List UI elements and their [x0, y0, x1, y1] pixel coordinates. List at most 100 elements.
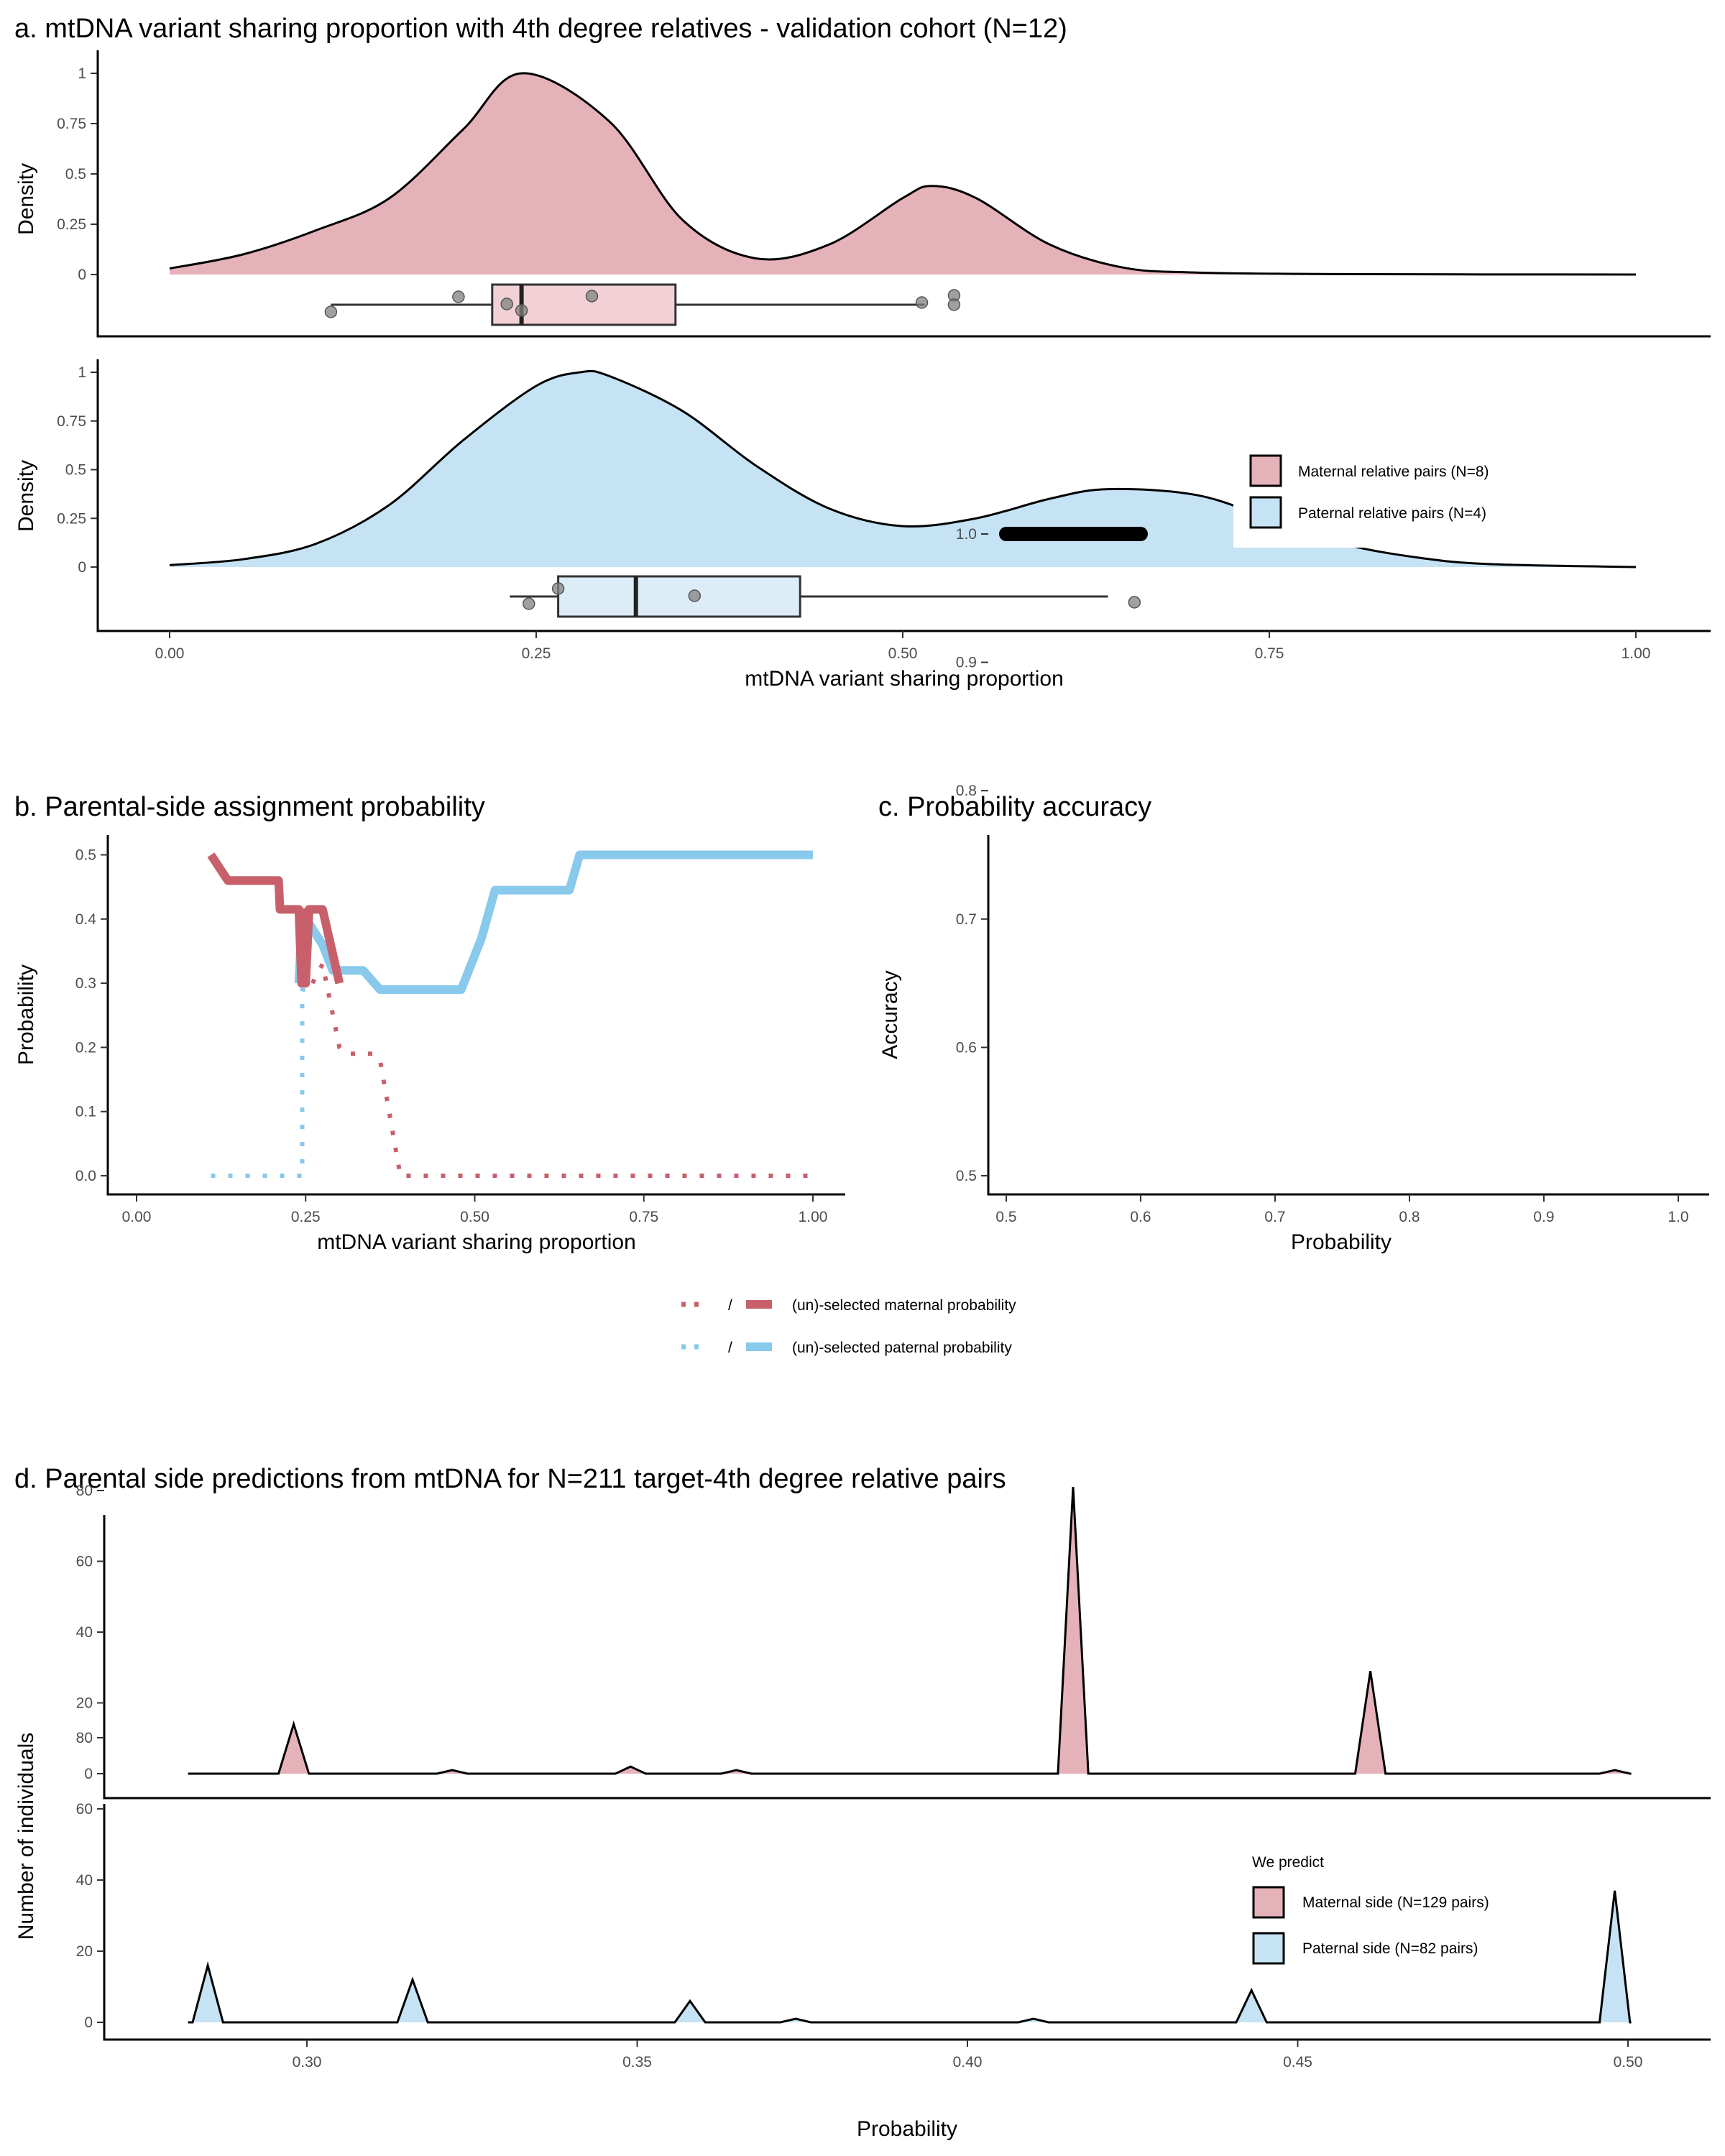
legend-label-maternal: Maternal relative pairs (N=8)	[1298, 464, 1489, 480]
panel-c-xtick-label: 0.9	[1533, 1209, 1554, 1225]
legend-label-paternal-side: Paternal side (N=82 pairs)	[1302, 1940, 1478, 1957]
selected-paternal-line	[294, 850, 813, 994]
panel-a-bottom-yticks: 0 0.25 0.5 0.75 1	[57, 364, 98, 576]
paternal-data-point	[1128, 596, 1141, 609]
panel-b: b. Parental-side assignment probability …	[14, 792, 845, 1254]
panel-a-maternal-ytick-label: 0.25	[57, 216, 86, 233]
panel-a-xlabel: mtDNA variant sharing proportion	[745, 667, 1064, 691]
panel-b-xtick-label: 0.75	[629, 1209, 658, 1225]
panel-c-ytick-label: 0.6	[956, 1039, 977, 1056]
panel-c-xtick-label: 0.6	[1130, 1209, 1151, 1225]
panel-d-xtick-label: 0.50	[1614, 2054, 1643, 2070]
panel-d-maternal-ytick-label: 60	[76, 1554, 93, 1570]
panel-a-paternal-ytick-label: 0	[78, 559, 86, 576]
paternal-predictions	[188, 1890, 1632, 2024]
panel-c-xtick-label: 0.8	[1399, 1209, 1420, 1225]
maternal-peak	[1057, 1487, 1089, 1774]
maternal-boxplot	[331, 283, 925, 326]
panel-c-ytick-label: 0.8	[956, 783, 977, 799]
paternal-peak	[397, 1979, 428, 2022]
paternal-data-point	[688, 589, 702, 602]
panel-b-ytick-label: 0.1	[75, 1104, 96, 1120]
maternal-peak	[278, 1724, 309, 1774]
maternal-data-point	[452, 290, 465, 303]
panel-a-top-yticks: 0 0.25 0.5 0.75 1	[57, 65, 98, 283]
panel-a: a. mtDNA variant sharing proportion with…	[14, 14, 1711, 691]
panel-a-bottom-ylabel: Density	[14, 460, 38, 532]
legend-key-maternal-side	[1252, 1886, 1285, 1919]
panel-c-xtick-label: 0.5	[995, 1209, 1016, 1225]
paternal-data-point	[551, 582, 565, 595]
paternal-peak	[1599, 1890, 1630, 2022]
panel-a-top-axes	[96, 50, 1711, 338]
panel-d-xtick-label: 0.30	[293, 2054, 322, 2070]
panel-c-axes	[987, 835, 1709, 1196]
panel-d-title: d. Parental side predictions from mtDNA …	[14, 1464, 1006, 1494]
panel-b-ytick-label: 0.0	[75, 1168, 96, 1184]
maternal-predictions	[188, 1487, 1632, 1775]
legend-separator-paternal: /	[728, 1340, 732, 1356]
panel-a-top-ylabel: Density	[14, 163, 38, 235]
panel-b-ytick-label: 0.4	[75, 911, 97, 928]
panel-d-paternal-ytick-label: 60	[76, 1801, 93, 1818]
paternal-points	[523, 582, 1141, 610]
maternal-density-line	[169, 72, 1637, 276]
paternal-peak	[1236, 1990, 1267, 2022]
panel-b-ytick-label: 0.2	[75, 1039, 96, 1056]
panel-a-maternal-ytick-label: 0	[78, 267, 86, 283]
panel-d-bottom-axes	[103, 1804, 1711, 2041]
panel-a-paternal-ytick-label: 1	[78, 364, 86, 381]
legend-label-maternal-probability: (un)-selected maternal probability	[792, 1297, 1016, 1314]
panel-c-ytick-label: 1.0	[956, 526, 977, 543]
paternal-peak	[674, 2001, 706, 2022]
panel-d: d. Parental side predictions from mtDNA …	[14, 1464, 1711, 2141]
panel-d-xlabel: Probability	[857, 2117, 957, 2141]
panel-a-xtick-label: 0.25	[522, 645, 551, 662]
panel-c-ytick-label: 0.7	[956, 911, 977, 928]
legend-label-paternal-probability: (un)-selected paternal probability	[792, 1340, 1012, 1356]
maternal-points	[324, 289, 961, 318]
panel-a-maternal-ytick-label: 1	[78, 65, 86, 82]
legend-key-maternal	[1249, 454, 1282, 487]
panel-d-bottom-yticks: 0 20 40 60 80	[76, 1730, 104, 2031]
panel-a-title: a. mtDNA variant sharing proportion with…	[14, 14, 1067, 44]
panel-d-maternal-ytick-label: 80	[76, 1483, 93, 1499]
panel-c-xtick-label: 0.7	[1264, 1209, 1285, 1225]
unselected-paternal-line	[211, 987, 306, 1178]
panel-c-ytick-label: 0.9	[956, 655, 977, 671]
panel-d-paternal-ytick-label: 80	[76, 1730, 93, 1746]
panel-d-ylabel: Number of individuals	[14, 1733, 38, 1940]
panel-b-ytick-label: 0.3	[75, 975, 96, 992]
panel-d-xtick-label: 0.45	[1283, 2054, 1312, 2070]
panel-d-legend-title: We predict	[1252, 1854, 1324, 1871]
panel-d-xticks: 0.30 0.35 0.40 0.45 0.50	[293, 2040, 1643, 2070]
panel-d-maternal-ytick-label: 0	[84, 1766, 93, 1782]
panel-b-xtick-label: 1.00	[799, 1209, 828, 1225]
panel-d-top-axes	[103, 1515, 1711, 1800]
panel-c-title: c. Probability accuracy	[878, 792, 1151, 822]
legend-key-paternal	[1249, 496, 1282, 529]
panel-c-xticks: 0.5 0.6 0.7 0.8 0.9 1.0	[995, 1194, 1689, 1225]
panel-a-paternal-ytick-label: 0.75	[57, 413, 86, 430]
panel-d-xtick-label: 0.40	[953, 2054, 983, 2070]
panel-a-paternal-ytick-label: 0.25	[57, 510, 86, 527]
panel-a-maternal-ytick-label: 0.5	[65, 166, 86, 183]
panel-b-lines	[207, 850, 813, 1178]
legend-label-paternal: Paternal relative pairs (N=4)	[1298, 505, 1486, 522]
legend-key-paternal-side	[1252, 1932, 1285, 1965]
panel-c-xlabel: Probability	[1291, 1230, 1392, 1254]
panel-b-axes	[106, 835, 845, 1196]
panel-b-xtick-label: 0.00	[122, 1209, 152, 1225]
panel-a-maternal-ytick-label: 0.75	[57, 116, 86, 132]
maternal-data-point	[324, 305, 338, 318]
paternal-boxplot	[510, 575, 1108, 618]
panel-b-ylabel: Probability	[14, 964, 38, 1065]
panel-b-ytick-label: 0.5	[75, 847, 96, 864]
panel-b-xtick-label: 0.25	[291, 1209, 321, 1225]
panel-b-xticks: 0.00 0.25 0.50 0.75 1.00	[122, 1194, 828, 1225]
maternal-data-point	[947, 298, 961, 311]
panel-a-xtick-label: 1.00	[1622, 645, 1651, 662]
legend-label-maternal-side: Maternal side (N=129 pairs)	[1302, 1894, 1489, 1911]
paternal-outline	[188, 1890, 1632, 2024]
